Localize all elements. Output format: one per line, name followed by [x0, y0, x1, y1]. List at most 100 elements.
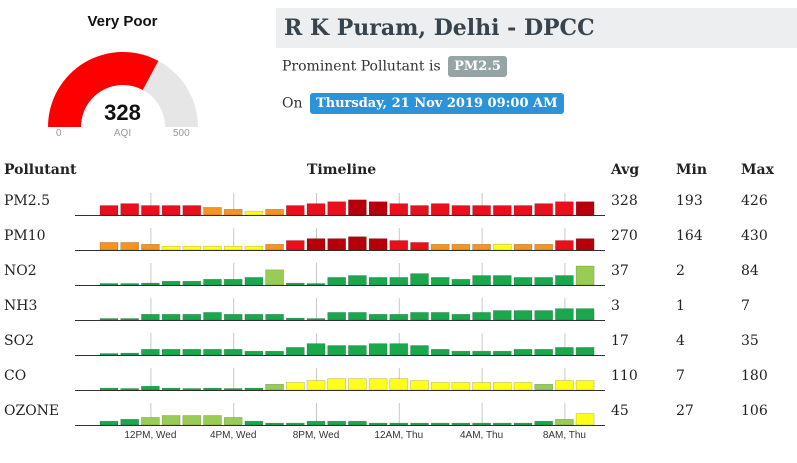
timeline-bar — [161, 313, 181, 321]
timeline-bar — [368, 343, 388, 356]
timeline-bar — [285, 347, 305, 356]
timeline-bar — [368, 201, 388, 216]
timeline-bar — [99, 283, 119, 286]
gauge-min-label: 0 — [56, 128, 62, 139]
timeline-bar — [389, 313, 409, 321]
timeline-bar — [348, 199, 367, 216]
timeline-bar — [513, 205, 533, 216]
on-label: On — [282, 95, 303, 112]
timeline-bar — [348, 275, 367, 286]
timeline-bar — [368, 277, 388, 286]
header-max: Max — [741, 162, 774, 178]
timeline-bar — [575, 265, 595, 286]
timeline-bar — [223, 278, 243, 286]
timeline-bar — [265, 383, 284, 391]
max-value: 35 — [741, 333, 759, 349]
timeline-bar — [534, 348, 554, 356]
timeline-bar — [244, 210, 264, 216]
reading-time: On Thursday, 21 Nov 2019 09:00 AM — [282, 93, 564, 114]
timeline-bar — [306, 318, 326, 321]
timeline-bar — [141, 313, 160, 321]
prominent-label: Prominent Pollutant is — [282, 58, 441, 75]
timeline-bar — [472, 422, 491, 426]
timeline-bar — [430, 312, 450, 321]
timeline-bar — [327, 420, 347, 426]
timeline-bar — [182, 348, 202, 356]
timeline-bar — [513, 422, 533, 426]
timeline-bar — [389, 203, 409, 216]
timeline-bar — [223, 245, 243, 251]
timeline-bar — [285, 382, 305, 391]
timeline-bar — [244, 387, 264, 391]
timeline-bar — [472, 275, 491, 286]
timeline-bar — [223, 388, 243, 391]
timeline-bar — [555, 308, 574, 321]
timeline-bar — [430, 348, 450, 356]
timeline-bar — [223, 313, 243, 321]
timeline-bar — [430, 203, 450, 216]
datetime-badge: Thursday, 21 Nov 2019 09:00 AM — [309, 93, 564, 114]
timeline-bar — [203, 348, 222, 356]
timeline-bar — [265, 313, 284, 321]
timeline-bar — [285, 282, 305, 286]
aqi-unit: AQI — [113, 128, 132, 139]
timeline-bar — [161, 245, 181, 251]
timeline-bar — [99, 353, 119, 356]
timeline-bar — [141, 385, 160, 391]
header-avg: Avg — [611, 162, 640, 178]
timeline-bar — [389, 240, 409, 251]
timeline-bar — [555, 240, 574, 251]
time-axis-label: 12PM, Wed — [124, 430, 176, 441]
timeline-bar — [161, 348, 181, 356]
min-value: 27 — [676, 403, 694, 419]
timeline-bar — [182, 280, 202, 286]
min-value: 164 — [676, 228, 703, 244]
timeline-bar — [223, 209, 243, 216]
timeline-bar — [244, 313, 264, 321]
timeline-bar — [203, 207, 222, 216]
timeline-bar — [451, 244, 471, 251]
timeline-bar — [182, 205, 202, 216]
timeline-bar — [534, 203, 554, 216]
pollutant-name: NO2 — [4, 263, 37, 279]
timeline-bar — [513, 244, 533, 251]
timeline-bar — [534, 277, 554, 286]
timeline-bar — [430, 422, 450, 426]
max-value: 7 — [741, 298, 750, 314]
timeline-bar — [368, 238, 388, 251]
timeline-bar — [244, 245, 264, 251]
timeline-bar — [410, 380, 429, 391]
timeline-bar — [348, 378, 367, 391]
gauge-fill — [48, 52, 159, 127]
timeline-bar — [410, 422, 429, 426]
timeline-bar — [265, 269, 284, 286]
min-value: 7 — [676, 368, 685, 384]
pollutant-name: OZONE — [4, 403, 60, 419]
timeline-bar — [534, 244, 554, 251]
timeline-bar — [492, 310, 512, 321]
avg-value: 3 — [611, 298, 620, 314]
time-axis-label: 4AM, Thu — [460, 430, 503, 441]
timeline-bar — [99, 318, 119, 321]
timeline-bar — [472, 205, 491, 216]
min-value: 193 — [676, 193, 703, 209]
timeline-bar — [534, 310, 554, 321]
timeline-bar — [327, 277, 347, 286]
timeline-bar — [430, 244, 450, 251]
timeline-bar — [555, 201, 574, 216]
timeline-bar — [99, 387, 119, 391]
timeline-bar — [120, 203, 139, 216]
avg-value: 37 — [611, 263, 629, 279]
timeline-bar — [182, 388, 202, 391]
timeline-bar — [492, 205, 512, 216]
max-value: 84 — [741, 263, 759, 279]
max-value: 180 — [741, 368, 768, 384]
timeline-bar — [99, 420, 119, 426]
timeline-bar — [285, 422, 305, 426]
time-axis-label: 8PM, Wed — [293, 430, 340, 441]
timeline-bar — [244, 277, 264, 286]
timeline-bar — [161, 415, 181, 426]
timeline-bar — [203, 387, 222, 391]
timeline-bar — [368, 378, 388, 391]
